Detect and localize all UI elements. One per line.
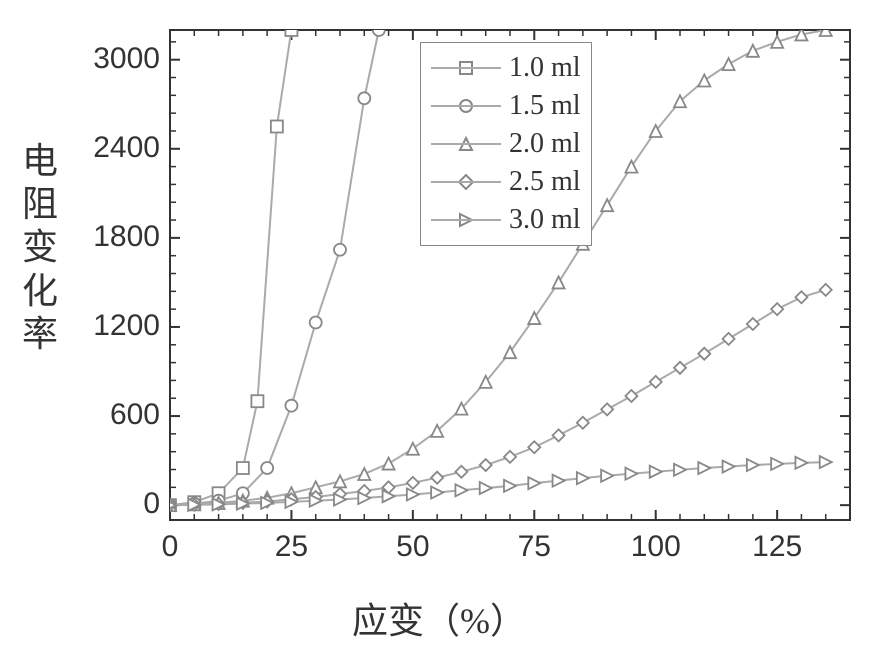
legend-marker-diamond — [431, 167, 501, 197]
y-tick-label: 1800 — [93, 220, 160, 254]
x-tick-label: 0 — [145, 530, 195, 564]
x-tick-label: 75 — [509, 530, 559, 564]
y-tick-label: 3000 — [93, 42, 160, 76]
y-tick-label: 0 — [143, 487, 160, 521]
legend: 1.0 ml 1.5 ml 2.0 ml 2.5 ml — [420, 42, 592, 246]
legend-marker-triangle-up — [431, 129, 501, 159]
legend-label: 2.0 ml — [509, 128, 581, 160]
y-axis-label: 电阻变化率 — [20, 140, 60, 356]
x-tick-label: 50 — [388, 530, 438, 564]
x-axis-label: 应变（%） — [0, 592, 878, 644]
legend-item: 1.0 ml — [431, 49, 581, 87]
x-tick-label: 100 — [631, 530, 681, 564]
x-tick-label: 125 — [752, 530, 802, 564]
legend-item: 2.5 ml — [431, 163, 581, 201]
legend-label: 3.0 ml — [509, 204, 581, 236]
chart-container: 电阻变化率 应变（%） 1.0 ml 1.5 ml 2.0 ml — [0, 0, 878, 664]
legend-marker-square — [431, 53, 501, 83]
y-tick-label: 1200 — [93, 309, 160, 343]
legend-item: 2.0 ml — [431, 125, 581, 163]
legend-label: 2.5 ml — [509, 166, 581, 198]
legend-marker-circle — [431, 91, 501, 121]
x-tick-label: 25 — [266, 530, 316, 564]
legend-marker-triangle-right — [431, 205, 501, 235]
legend-label: 1.0 ml — [509, 52, 581, 84]
legend-item: 1.5 ml — [431, 87, 581, 125]
legend-item: 3.0 ml — [431, 201, 581, 239]
legend-label: 1.5 ml — [509, 90, 581, 122]
y-tick-label: 2400 — [93, 131, 160, 165]
y-tick-label: 600 — [110, 398, 160, 432]
